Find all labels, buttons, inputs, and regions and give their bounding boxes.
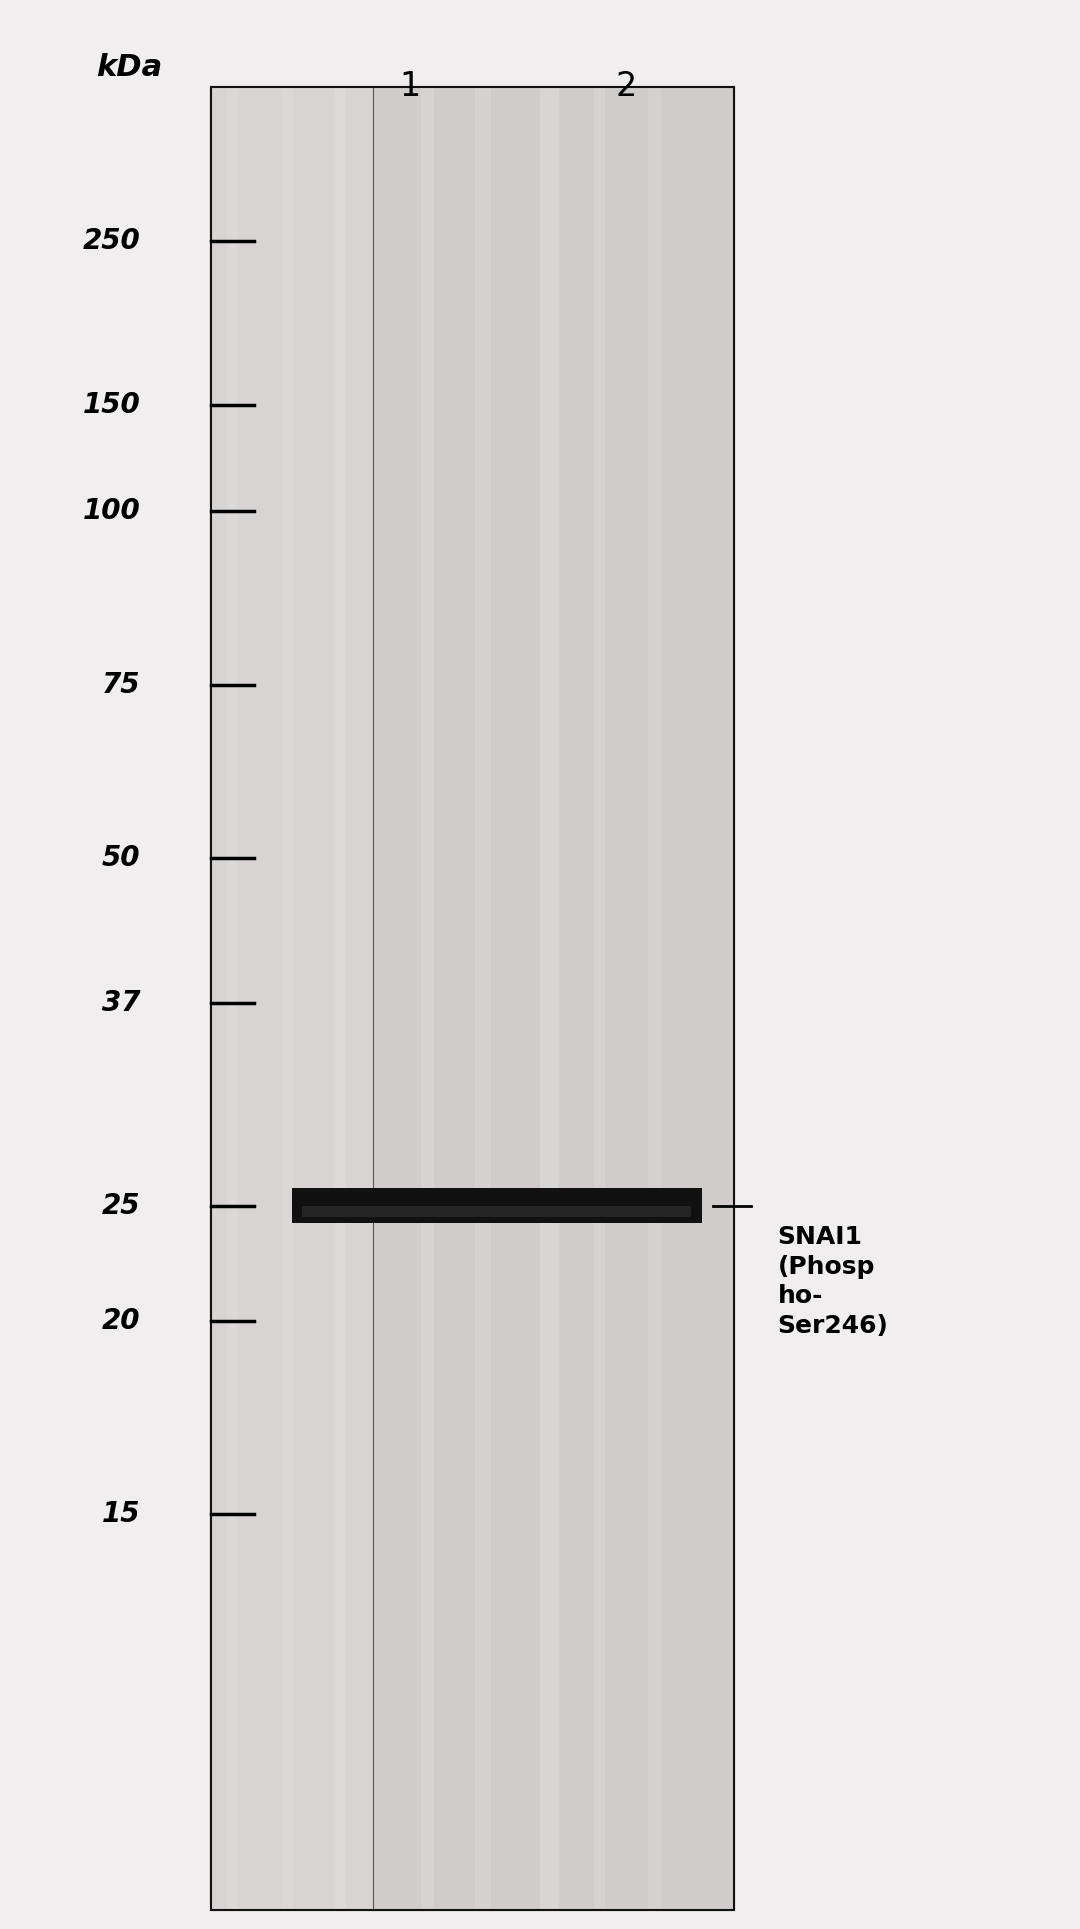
Text: 15: 15 [102,1501,140,1528]
FancyBboxPatch shape [302,1206,691,1217]
FancyBboxPatch shape [335,87,346,1910]
FancyBboxPatch shape [211,87,734,1910]
Text: SNAI1
(Phosp
ho-
Ser246): SNAI1 (Phosp ho- Ser246) [778,1225,889,1339]
FancyBboxPatch shape [648,87,661,1910]
FancyBboxPatch shape [292,1188,702,1223]
Text: kDa: kDa [96,52,163,83]
Text: 75: 75 [102,671,140,698]
Point [553,1113,570,1144]
Text: 150: 150 [83,392,140,419]
FancyBboxPatch shape [594,87,605,1910]
Text: 100: 100 [83,498,140,525]
FancyBboxPatch shape [373,87,734,1910]
Text: 250: 250 [83,228,140,255]
FancyBboxPatch shape [281,87,294,1910]
Text: 1: 1 [400,69,421,104]
FancyBboxPatch shape [540,87,559,1910]
Text: 50: 50 [102,845,140,872]
FancyBboxPatch shape [211,87,373,1910]
Text: 2: 2 [616,69,637,104]
Text: 37: 37 [102,990,140,1017]
FancyBboxPatch shape [227,87,238,1910]
FancyBboxPatch shape [421,87,434,1910]
FancyBboxPatch shape [475,87,491,1910]
Text: 25: 25 [102,1192,140,1219]
Text: 20: 20 [102,1308,140,1335]
